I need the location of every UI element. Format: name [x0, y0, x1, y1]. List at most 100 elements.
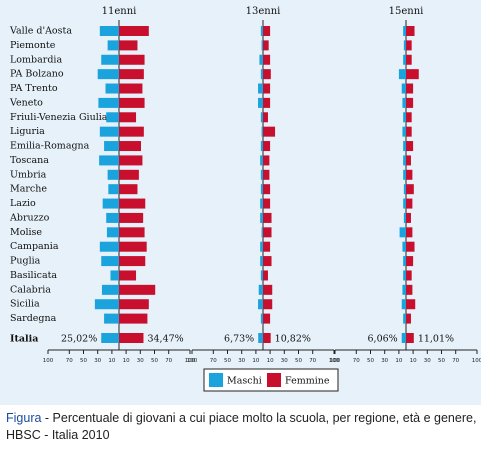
bar-maschi — [99, 126, 119, 137]
bar-maschi — [260, 184, 263, 195]
total-label-femmine: 11,01% — [418, 334, 454, 345]
bar-maschi — [104, 141, 119, 152]
bar-maschi — [399, 227, 406, 238]
bar-femmine — [119, 212, 144, 223]
bar-maschi — [260, 313, 263, 324]
x-tick-label: 70 — [309, 358, 316, 364]
x-tick-label: 30 — [238, 358, 245, 364]
bar-femmine — [263, 299, 273, 310]
x-tick-label: 100 — [185, 358, 196, 364]
category-label: Toscana — [10, 155, 49, 166]
bar-femmine — [406, 97, 414, 108]
chart-svg: Valle d'Aosta Piemonte Lombardia PA Bolzano… — [9, 6, 481, 392]
bar-femmine — [263, 284, 273, 295]
bar-maschi — [403, 184, 406, 195]
bar-femmine — [263, 97, 271, 108]
x-tick-label: 70 — [66, 358, 73, 364]
bar-maschi — [398, 69, 406, 80]
bar-maschi — [260, 26, 263, 36]
bar-femmine — [406, 112, 412, 123]
x-tick-label: 50 — [367, 358, 374, 364]
bar-maschi — [106, 112, 119, 123]
bar-femmine — [406, 169, 413, 180]
total-category-label: Italia — [10, 334, 38, 345]
bar-femmine — [406, 241, 415, 252]
bar-femmine — [119, 126, 144, 137]
bar-maschi — [403, 155, 406, 166]
bar-total-femmine — [263, 333, 271, 343]
x-tick-label: 30 — [281, 358, 288, 364]
bar-maschi — [102, 198, 119, 209]
bar-total-maschi — [258, 333, 263, 343]
bar-femmine — [119, 26, 149, 36]
category-label: Marche — [10, 184, 47, 195]
bar-total-femmine — [406, 333, 414, 343]
bar-maschi — [258, 83, 263, 94]
bar-maschi — [401, 83, 406, 94]
bar-total-femmine — [119, 333, 144, 343]
category-label: Calabria — [10, 284, 51, 295]
bar-maschi — [260, 69, 263, 80]
bar-femmine — [406, 54, 412, 65]
x-tick-label: 50 — [295, 358, 302, 364]
panel-title: 11enni — [102, 6, 137, 17]
bar-maschi — [101, 256, 119, 267]
bar-femmine — [119, 169, 139, 180]
x-tick-label: 10 — [252, 358, 259, 364]
legend-label-femmine: Femmine — [285, 376, 330, 387]
bar-femmine — [263, 126, 276, 137]
x-tick-label: 100 — [472, 358, 481, 364]
bar-femmine — [406, 40, 412, 51]
bar-femmine — [263, 40, 269, 51]
bar-femmine — [406, 284, 413, 295]
x-tick-label: 30 — [137, 358, 144, 364]
bar-maschi — [402, 241, 406, 252]
bar-femmine — [406, 256, 414, 267]
bar-femmine — [119, 141, 142, 152]
bar-maschi — [259, 54, 263, 65]
bar-maschi — [403, 141, 406, 152]
total-label-femmine: 10,82% — [275, 334, 311, 345]
bar-maschi — [107, 40, 119, 51]
bar-femmine — [263, 241, 271, 252]
bar-maschi — [403, 270, 406, 281]
category-label: Valle d'Aosta — [9, 26, 72, 37]
category-label: Umbria — [10, 169, 47, 180]
bar-maschi — [260, 241, 263, 252]
bar-femmine — [263, 26, 271, 36]
x-tick-label: 30 — [94, 358, 101, 364]
bar-maschi — [403, 40, 406, 51]
x-tick-label: 10 — [123, 358, 130, 364]
bar-maschi — [261, 126, 263, 137]
x-tick-label: 10 — [395, 358, 402, 364]
x-tick-label: 50 — [438, 358, 445, 364]
bar-femmine — [263, 83, 271, 94]
bar-total-maschi — [101, 333, 119, 343]
bar-femmine — [263, 212, 272, 223]
x-tick-label: 10 — [267, 358, 274, 364]
x-tick-label: 50 — [151, 358, 158, 364]
category-label: PA Trento — [10, 83, 58, 94]
bar-femmine — [119, 97, 145, 108]
bar-maschi — [261, 40, 263, 51]
bar-maschi — [104, 313, 119, 324]
bar-maschi — [101, 284, 119, 295]
bar-maschi — [402, 284, 406, 295]
x-tick-label: 10 — [108, 358, 115, 364]
category-label: Molise — [10, 227, 42, 238]
bar-femmine — [119, 241, 147, 252]
bar-femmine — [406, 69, 419, 80]
x-tick-label: 30 — [381, 358, 388, 364]
bar-maschi — [403, 256, 406, 267]
bar-maschi — [107, 169, 119, 180]
x-tick-label: 50 — [224, 358, 231, 364]
bar-femmine — [263, 69, 271, 80]
bar-maschi — [99, 241, 119, 252]
bar-maschi — [110, 270, 119, 281]
legend-label-maschi: Maschi — [227, 376, 262, 387]
bar-maschi — [94, 299, 119, 310]
bar-femmine — [263, 141, 271, 152]
category-label: Sardegna — [10, 313, 57, 324]
bar-femmine — [406, 198, 413, 209]
